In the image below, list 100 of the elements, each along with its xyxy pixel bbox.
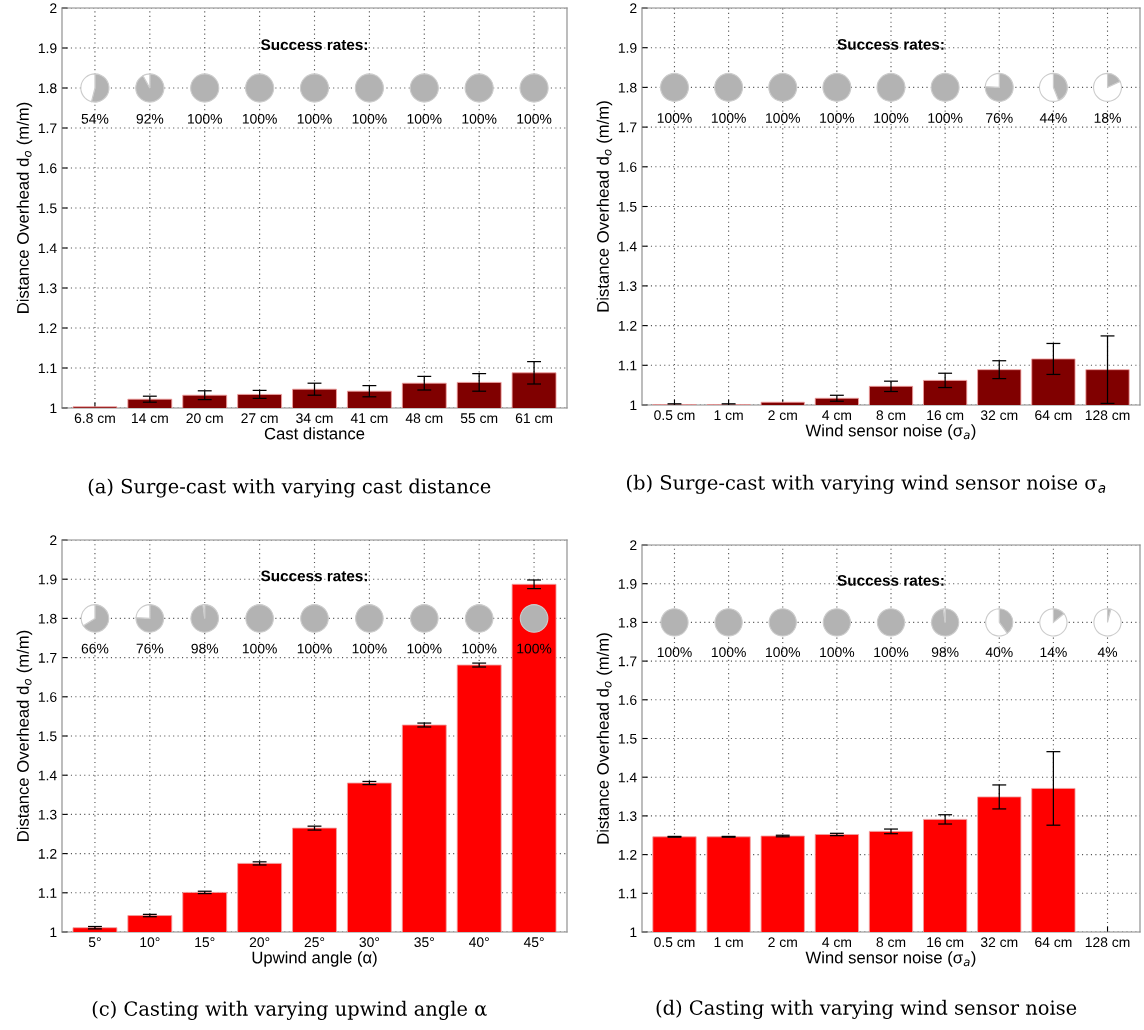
y-tick-label: 1.2 [38, 323, 57, 334]
x-tick-label: 40° [468, 937, 489, 948]
y-tick-label: 1.9 [618, 579, 637, 589]
y-tick-label: 1 [50, 403, 57, 414]
x-tick-label: 34 cm [296, 413, 333, 424]
annotation: 100% [297, 113, 332, 124]
y-axis-title: Distance Overhead d$_{o}$ (m/m) [16, 102, 33, 313]
y-tick-label: 1.8 [618, 617, 637, 628]
x-tick-label: 61 cm [515, 413, 553, 424]
x-tick-label: 48 cm [405, 413, 443, 424]
y-tick-label: 2 [630, 540, 637, 551]
annotation: Success rates: [261, 570, 367, 582]
x-tick-label: 1 cm [714, 410, 743, 421]
y-tick-label: 1 [50, 927, 57, 938]
annotation: 54% [81, 113, 109, 124]
x-tick-label: 8 cm [876, 937, 906, 948]
x-tick-label: 8 cm [876, 410, 906, 421]
x-tick-label: 32 cm [980, 937, 1018, 948]
y-tick-label: 1.9 [618, 43, 637, 53]
y-tick-label: 1.7 [618, 122, 637, 133]
y-tick-label: 1.4 [38, 243, 57, 254]
x-tick-label: 4 cm [822, 410, 851, 421]
y-tick-label: 1.8 [618, 82, 637, 93]
x-tick-label: 25° [304, 937, 325, 948]
text: (c) Casting with varying upwind angle α [92, 1000, 487, 1020]
x-tick-label: 0.5 cm [654, 937, 695, 948]
annotation: 100% [874, 647, 909, 658]
annotation: Success rates: [837, 39, 944, 50]
annotation: 100% [517, 113, 552, 124]
annotation: 100% [462, 643, 497, 654]
y-tick-label: 2 [630, 3, 637, 14]
y-tick-label: 1.6 [38, 692, 57, 702]
y-tick-label: 1.9 [38, 43, 57, 54]
x-tick-label: 32 cm [980, 410, 1018, 421]
x-tick-label: 27 cm [241, 413, 278, 424]
text: (a) Surge-cast with varying cast distance [88, 478, 491, 498]
x-tick-label: 41 cm [350, 413, 388, 424]
x-tick-label: 20° [249, 937, 270, 948]
annotation: Success rates: [261, 39, 367, 51]
x-tick-label: 64 cm [1035, 937, 1072, 948]
y-tick-label: 1.2 [618, 849, 637, 860]
annotation: 76% [136, 643, 164, 654]
annotation: 100% [928, 113, 963, 123]
y-tick-label: 1.3 [618, 281, 637, 292]
y-tick-label: 1.7 [618, 656, 637, 667]
annotation: 100% [517, 643, 552, 654]
y-tick-label: 1.1 [38, 888, 57, 898]
annotation: 100% [766, 113, 801, 123]
y-axis-title: Distance Overhead d$_{o}$ (m/m) [596, 101, 613, 312]
annotation: 100% [352, 643, 387, 654]
x-tick-label: 128 cm [1085, 937, 1130, 948]
x-axis-title: Cast distance [264, 427, 365, 440]
y-tick-label: 1.3 [38, 809, 57, 820]
annotation: 44% [1039, 113, 1067, 123]
y-tick-label: 1.7 [38, 123, 57, 134]
annotation: 100% [188, 113, 222, 124]
annotation: 100% [820, 647, 855, 658]
annotation: 92% [136, 113, 164, 124]
annotation: Success rates: [837, 575, 944, 586]
y-axis-title: Distance Overhead d$_{o}$ (m/m) [16, 630, 33, 841]
y-tick-label: 1.3 [38, 283, 57, 294]
x-tick-label: 16 cm [927, 937, 964, 948]
y-tick-label: 1.5 [38, 731, 57, 742]
x-axis-title: Wind sensor noise (σ$_{a}$) [805, 951, 976, 967]
y-tick-label: 1.6 [618, 162, 637, 172]
y-tick-label: 2 [50, 3, 57, 14]
y-axis-title: Distance Overhead d$_{o}$ (m/m) [596, 633, 613, 844]
x-tick-label: 4 cm [822, 937, 851, 948]
y-tick-label: 1.4 [38, 770, 57, 781]
x-tick-label: 15° [195, 937, 215, 948]
annotation: 100% [407, 113, 442, 124]
x-axis-title: Wind sensor noise (σ$_{a}$) [805, 424, 976, 440]
annotation: 100% [242, 643, 277, 654]
y-tick-label: 1.4 [618, 241, 637, 252]
annotation: 14% [1040, 647, 1067, 658]
annotation: 100% [462, 113, 497, 124]
x-tick-label: 20 cm [186, 413, 223, 424]
y-tick-label: 1.1 [38, 363, 57, 374]
y-tick-label: 1.3 [618, 811, 637, 822]
annotation: 98% [191, 643, 219, 654]
annotation: 100% [711, 113, 746, 123]
y-tick-label: 1 [630, 400, 637, 411]
annotation: 100% [820, 113, 855, 123]
y-tick-label: 1.1 [618, 888, 637, 899]
annotation: 76% [986, 113, 1013, 123]
x-tick-label: 2 cm [768, 937, 797, 948]
y-tick-label: 1.7 [38, 653, 57, 663]
x-tick-label: 14 cm [131, 413, 168, 424]
annotation: 4% [1097, 647, 1118, 658]
x-tick-label: 128 cm [1085, 410, 1130, 421]
x-tick-label: 16 cm [927, 410, 964, 421]
annotation: 40% [985, 647, 1013, 658]
y-tick-label: 1.1 [618, 360, 637, 371]
y-tick-label: 1.5 [618, 733, 637, 744]
y-tick-label: 1.6 [38, 163, 57, 174]
annotation: 66% [81, 643, 109, 654]
x-tick-label: 2 cm [768, 410, 797, 421]
y-tick-label: 1.9 [38, 574, 57, 585]
x-tick-label: 5° [88, 937, 101, 948]
y-tick-label: 1.5 [618, 201, 637, 212]
